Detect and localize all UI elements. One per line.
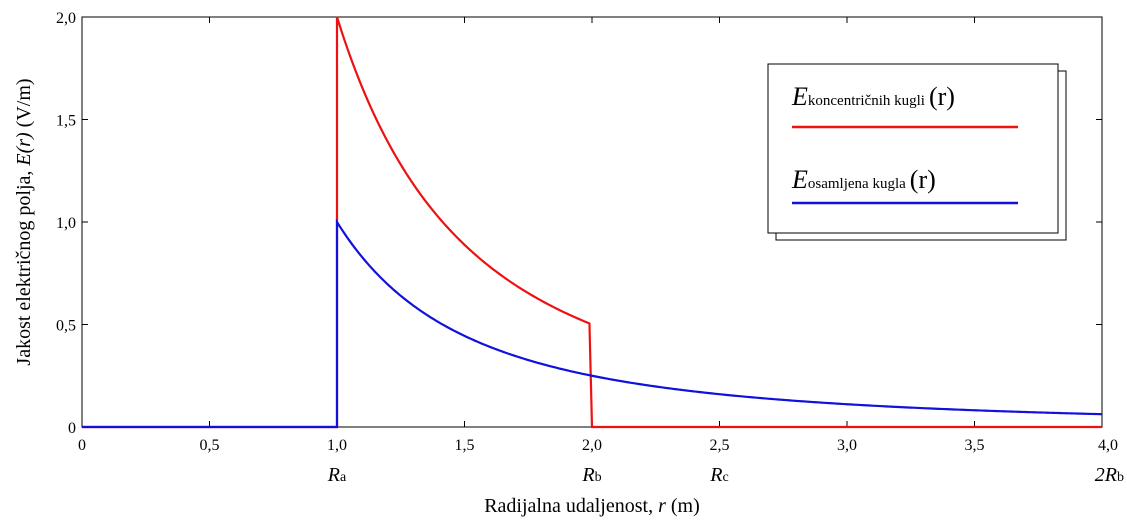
y-axis: 0 0,5 1,0 1,5 2,0 bbox=[56, 10, 1102, 437]
y-tick-label: 0,5 bbox=[56, 318, 76, 335]
x-tick-label: 4,0 bbox=[1098, 437, 1118, 454]
series-line-1 bbox=[82, 218, 1103, 429]
x-axis-title: Radijalna udaljenost, r (m) bbox=[484, 495, 700, 517]
x-tick-label: 0,5 bbox=[200, 437, 220, 454]
legend: Ekoncentričnih kugli (r) Eosamljena kugla… bbox=[767, 63, 1067, 241]
radius-label: Rb bbox=[581, 464, 601, 486]
y-tick-label: 1,5 bbox=[56, 113, 76, 130]
y-axis-title: Jakost električnog polja, E(r) (V/m) bbox=[13, 78, 35, 365]
x-tick-label: 3,5 bbox=[965, 437, 985, 454]
series-line-0 bbox=[82, 16, 1102, 429]
legend-label-red: Ekoncentričnih kugli (r) bbox=[791, 82, 955, 111]
x-tick-label: 1,0 bbox=[327, 437, 347, 454]
radius-labels: Ra Rb Rc 2Rb bbox=[327, 464, 1124, 486]
y-tick-label: 1,0 bbox=[56, 215, 76, 232]
y-tick-label: 2,0 bbox=[56, 10, 76, 27]
radius-label: 2Rb bbox=[1095, 464, 1124, 486]
x-tick-label: 3,0 bbox=[837, 437, 857, 454]
x-tick-label: 2,0 bbox=[582, 437, 602, 454]
radius-label: Rc bbox=[709, 464, 728, 486]
y-tick-label: 0 bbox=[68, 420, 76, 437]
legend-box bbox=[767, 63, 1059, 234]
radius-label: Ra bbox=[327, 464, 347, 486]
series-group bbox=[82, 16, 1103, 429]
x-tick-label: 2,5 bbox=[710, 437, 730, 454]
legend-label-blue: Eosamljena kugla (r) bbox=[791, 165, 936, 194]
x-tick-label: 1,5 bbox=[455, 437, 475, 454]
x-tick-label: 0 bbox=[78, 437, 86, 454]
x-axis: 0 0,5 1,0 1,5 2,0 2,5 3,0 3,5 4,0 bbox=[78, 17, 1118, 454]
